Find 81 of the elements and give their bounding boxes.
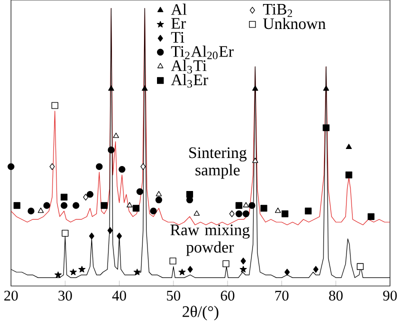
point xyxy=(108,146,115,154)
legend-label: Unknown xyxy=(263,18,326,30)
point xyxy=(132,204,140,212)
point xyxy=(134,268,141,276)
point xyxy=(194,210,200,216)
point xyxy=(346,144,352,150)
point xyxy=(229,210,235,218)
legend-label: Er xyxy=(171,18,186,29)
point xyxy=(60,202,68,209)
point xyxy=(86,190,94,198)
point xyxy=(156,190,162,196)
point xyxy=(345,172,352,178)
point xyxy=(140,163,146,170)
point xyxy=(136,188,144,195)
point xyxy=(14,202,20,209)
point xyxy=(96,163,103,170)
point xyxy=(252,158,258,163)
x-tick-label: 60 xyxy=(220,290,234,301)
point xyxy=(83,194,88,201)
point xyxy=(51,102,58,109)
point xyxy=(113,132,120,138)
legend-label: Al$_{3}$Ti xyxy=(171,60,207,74)
point xyxy=(242,210,250,218)
point xyxy=(116,232,122,240)
point xyxy=(222,260,230,268)
point xyxy=(108,85,114,91)
x-axis-title: 2θ/(°) xyxy=(182,306,218,320)
point xyxy=(284,268,290,276)
point xyxy=(62,230,69,237)
legend-label: Ti$_{2}$Al$_{20}$Er xyxy=(171,46,234,60)
point xyxy=(188,266,193,273)
point xyxy=(150,208,157,214)
point xyxy=(313,266,318,273)
point xyxy=(178,268,186,276)
point xyxy=(126,202,133,208)
point xyxy=(304,208,312,214)
point xyxy=(28,208,34,214)
x-tick-label: 40 xyxy=(112,290,126,301)
series-label: Raw mixing powder xyxy=(170,224,250,256)
point xyxy=(252,85,258,91)
point xyxy=(236,210,242,218)
point xyxy=(78,266,86,272)
legend-label: TiB$_{2}$ xyxy=(263,4,292,17)
point xyxy=(107,227,113,234)
point xyxy=(368,213,374,220)
point xyxy=(170,258,176,264)
x-tick-label: 80 xyxy=(329,290,343,301)
point xyxy=(72,202,80,209)
x-tick-label: 70 xyxy=(275,290,288,301)
point xyxy=(118,166,126,173)
legend-label: Al xyxy=(171,4,187,15)
point xyxy=(186,190,194,198)
x-tick-label: 30 xyxy=(58,290,72,301)
point xyxy=(243,202,249,208)
point xyxy=(274,208,281,213)
x-tick-label: 20 xyxy=(4,290,18,301)
point xyxy=(323,85,330,91)
point xyxy=(240,266,247,272)
point xyxy=(282,210,288,218)
point xyxy=(100,202,108,209)
x-tick-label: 90 xyxy=(383,290,397,301)
point xyxy=(248,202,256,209)
point xyxy=(356,263,364,270)
point xyxy=(43,202,50,209)
point xyxy=(50,163,55,170)
point xyxy=(60,194,68,201)
point xyxy=(240,258,246,264)
point xyxy=(38,208,44,213)
point xyxy=(322,124,330,132)
point xyxy=(155,196,162,204)
point xyxy=(142,85,148,91)
point xyxy=(8,163,14,170)
point xyxy=(260,204,268,212)
point xyxy=(89,232,94,240)
x-tick-label: 50 xyxy=(166,290,180,301)
point xyxy=(70,268,77,276)
point xyxy=(54,272,62,278)
point xyxy=(236,202,242,209)
legend-label: Al$_{3}$Er xyxy=(171,74,208,88)
legend-label: Ti xyxy=(171,32,184,43)
series-label: Sintering sample xyxy=(189,147,247,179)
